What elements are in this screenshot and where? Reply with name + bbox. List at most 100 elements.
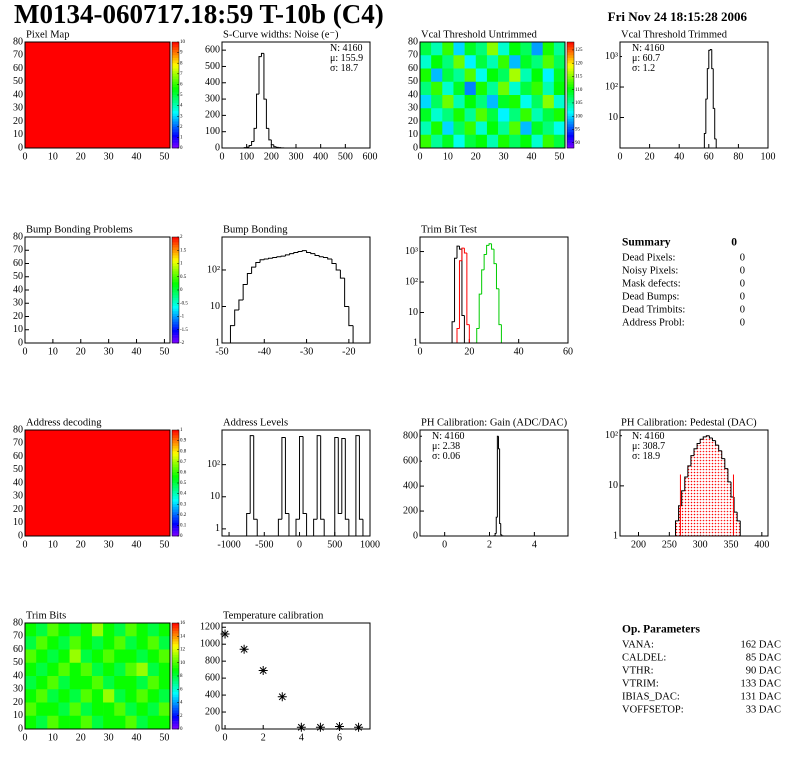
colorbar-segment <box>172 266 179 270</box>
hist-bin <box>277 518 282 536</box>
heat-cell <box>486 42 499 56</box>
heat-cell <box>420 95 432 109</box>
colorbar-segment <box>172 300 179 304</box>
panel-title: S-Curve widths: Noise (e⁻) <box>223 29 339 40</box>
colorbar-segment <box>172 47 179 51</box>
colorbar-segment <box>172 297 179 301</box>
colorbar-segment <box>172 95 179 98</box>
hist-bin <box>258 56 262 95</box>
heat-cell <box>531 108 543 122</box>
colorbar-segment <box>172 287 179 291</box>
heat-cell <box>442 68 454 83</box>
x-tick-label: 0 <box>618 151 623 162</box>
y-tick-label: 40 <box>13 284 23 295</box>
heat-cell <box>91 649 104 664</box>
colorbar-segment <box>172 142 179 146</box>
hist-bin <box>675 520 679 536</box>
hist-bin <box>272 256 277 259</box>
colorbar-segment <box>172 145 179 149</box>
hist-bin <box>246 513 251 536</box>
x-tick-label: 30 <box>104 732 114 743</box>
panel-title: Address decoding <box>26 417 102 428</box>
heat-cell <box>136 649 148 664</box>
hist-bin <box>234 309 239 326</box>
hist-bin <box>265 99 269 129</box>
colorbar-segment <box>172 522 179 526</box>
heat-cell <box>91 623 104 637</box>
heat-cell <box>25 702 37 717</box>
heat-cell <box>69 662 82 677</box>
heat-cell <box>486 81 499 96</box>
stats-line: N: 4160 <box>432 431 465 442</box>
y-tick-label: 10² <box>207 264 220 275</box>
heat-cell <box>453 55 465 69</box>
colorbar-segment <box>172 258 179 262</box>
colorbar-segment <box>172 279 179 283</box>
heat-cell <box>91 715 104 730</box>
x-tick-label: 60 <box>704 151 714 162</box>
colorbar-tick-label: 2 <box>180 125 183 130</box>
x-tick-label: 0 <box>418 346 423 357</box>
colorbar-segment <box>172 276 179 280</box>
hist-bin <box>253 435 258 520</box>
colorbar-segment <box>172 533 179 537</box>
colorbar-tick-label: 10 <box>180 661 186 666</box>
star-marker <box>220 629 230 639</box>
colorbar-segment <box>172 628 179 632</box>
colorbar-segment <box>172 140 179 143</box>
heat-cell <box>520 55 532 69</box>
heat-cell <box>531 68 543 83</box>
heat-cell <box>58 662 70 677</box>
colorbar-tick-label: 12 <box>180 648 186 653</box>
heat-cell <box>464 95 477 109</box>
colorbar-segment <box>172 689 179 693</box>
heat-cell <box>36 702 48 717</box>
colorbar-segment <box>172 525 179 529</box>
heat-cell <box>486 108 499 122</box>
colorbar-segment <box>172 721 179 724</box>
hist-bin <box>681 490 685 506</box>
heat-cell <box>453 108 465 122</box>
colorbar-segment <box>172 97 179 101</box>
colorbar-segment <box>172 660 179 664</box>
colorbar-tick-label: 5 <box>180 93 183 98</box>
colorbar-segment <box>172 129 179 133</box>
stats-label: N: <box>432 431 442 442</box>
colorbar-segment <box>567 87 574 90</box>
page-title: M0134-060717.18:59 T-10b (C4) <box>14 0 384 29</box>
y-tick-label: 60 <box>13 258 23 269</box>
colorbar-segment <box>567 118 574 122</box>
colorbar-segment <box>567 121 574 125</box>
heat-cell <box>498 134 510 149</box>
colorbar-segment <box>172 435 179 439</box>
colorbar-segment <box>172 485 179 489</box>
colorbar-segment <box>172 121 179 125</box>
hist-bin <box>306 250 311 254</box>
heat-cell <box>158 702 171 717</box>
heat-cell <box>80 715 93 730</box>
y-tick-label: 70 <box>408 50 418 61</box>
colorbar-segment <box>172 477 179 481</box>
x-tick-label: -20 <box>342 346 355 357</box>
colorbar-segment <box>172 498 179 502</box>
colorbar-segment <box>567 57 574 61</box>
heat-cell <box>36 715 48 730</box>
heat-cell <box>125 636 137 650</box>
colorbar-segment <box>172 681 179 685</box>
colorbar-segment <box>172 644 179 648</box>
heat-cell <box>475 81 488 96</box>
heat-cell <box>25 636 37 650</box>
colorbar-tick-label: 4 <box>180 701 183 706</box>
summary-value: 0 <box>740 291 745 302</box>
x-tick-label: -30 <box>300 346 313 357</box>
colorbar-tick-label: -1.5 <box>180 328 188 333</box>
hist-fill <box>687 465 691 536</box>
y-tick-label: 500 <box>205 61 220 72</box>
y-tick-label: 600 <box>205 44 220 55</box>
panel-title: PH Calibration: Pedestal (DAC) <box>621 417 757 428</box>
y-tick-label: 20 <box>13 697 23 708</box>
heat-cell <box>520 108 532 122</box>
hist-bin <box>456 327 460 343</box>
colorbar-segment <box>172 92 179 96</box>
x-tick-label: 40 <box>527 151 537 162</box>
